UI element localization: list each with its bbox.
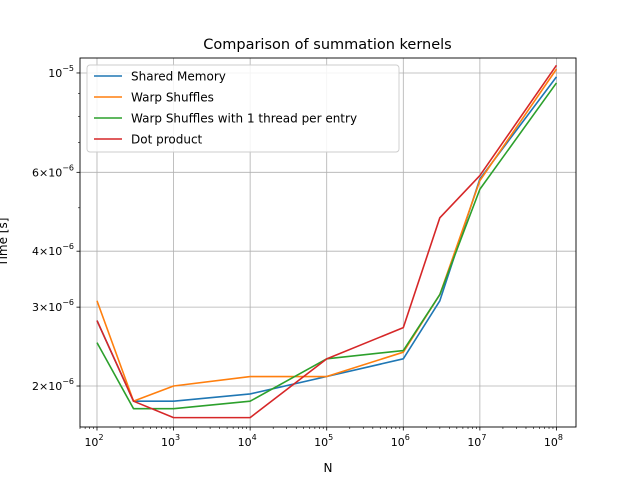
y-tick-exponent: −6: [62, 377, 74, 386]
y-tick-times: ×: [39, 301, 48, 314]
y-tick-label: 10−5: [48, 64, 74, 80]
y-tick-exponent: −6: [62, 242, 74, 251]
y-tick-label: 6×10−6: [32, 163, 74, 179]
x-tick-base: 10: [84, 436, 98, 449]
x-tick-base: 10: [391, 436, 405, 449]
x-tick-exponent: 2: [98, 433, 103, 442]
series-line-warp-shuffles: [96, 68, 558, 402]
series-layer: [96, 64, 558, 419]
legend-label: Warp Shuffles with 1 thread per entry: [131, 112, 357, 126]
legend-label: Shared Memory: [131, 70, 226, 84]
legend: Shared Memory Warp Shuffles Warp Shuffles …: [86, 64, 400, 153]
x-tick-exponent: 3: [175, 433, 180, 442]
x-tick-base: 10: [314, 436, 328, 449]
y-tick-times: ×: [39, 166, 48, 179]
y-tick-base: 10: [48, 245, 62, 258]
x-tick-exponent: 7: [481, 433, 486, 442]
y-tick-base: 10: [48, 67, 62, 80]
y-tick-label: 2×10−6: [32, 377, 74, 393]
y-tick-base: 10: [48, 301, 62, 314]
y-tick-base: 10: [48, 166, 62, 179]
y-axis-label: Time [s]: [0, 218, 10, 268]
x-tick-label: 107: [467, 433, 486, 449]
y-tick-mantissa: 2: [32, 380, 39, 393]
x-tick-exponent: 4: [252, 433, 257, 442]
y-tick-mantissa: 3: [32, 301, 39, 314]
legend-label: Dot product: [131, 133, 203, 147]
x-tick-label: 103: [161, 433, 180, 449]
y-tick-label: 4×10−6: [32, 242, 74, 258]
y-tick-exponent: −5: [62, 64, 74, 73]
x-tick-exponent: 8: [558, 433, 563, 442]
x-tick-label: 104: [238, 433, 257, 449]
x-tick-label: 102: [84, 433, 103, 449]
x-tick-base: 10: [238, 436, 252, 449]
y-tick-exponent: −6: [62, 163, 74, 172]
legend-label: Warp Shuffles: [131, 91, 214, 105]
x-tick-base: 10: [467, 436, 481, 449]
x-tick-base: 10: [544, 436, 558, 449]
y-tick-exponent: −6: [62, 298, 74, 307]
y-tick-mantissa: 6: [32, 166, 39, 179]
y-tick-label: 3×10−6: [32, 298, 74, 314]
x-axis-label: N: [324, 461, 333, 475]
y-axis: 2×10−63×10−64×10−66×10−610−5: [32, 64, 80, 393]
x-axis: 102 103 104 105 106 107 108: [79, 427, 563, 449]
x-tick-exponent: 6: [405, 433, 410, 442]
y-tick-times: ×: [39, 380, 48, 393]
x-tick-base: 10: [161, 436, 175, 449]
x-tick-label: 108: [544, 433, 563, 449]
x-tick-label: 105: [314, 433, 333, 449]
y-tick-mantissa: 4: [32, 245, 39, 258]
x-tick-label: 106: [391, 433, 410, 449]
y-tick-base: 10: [48, 380, 62, 393]
x-tick-exponent: 5: [328, 433, 333, 442]
chart-title: Comparison of summation kernels: [203, 37, 451, 53]
y-tick-times: ×: [39, 245, 48, 258]
plot-frame: [79, 57, 577, 428]
legend-box: [86, 64, 400, 153]
series-line-dot-product: [96, 64, 558, 419]
